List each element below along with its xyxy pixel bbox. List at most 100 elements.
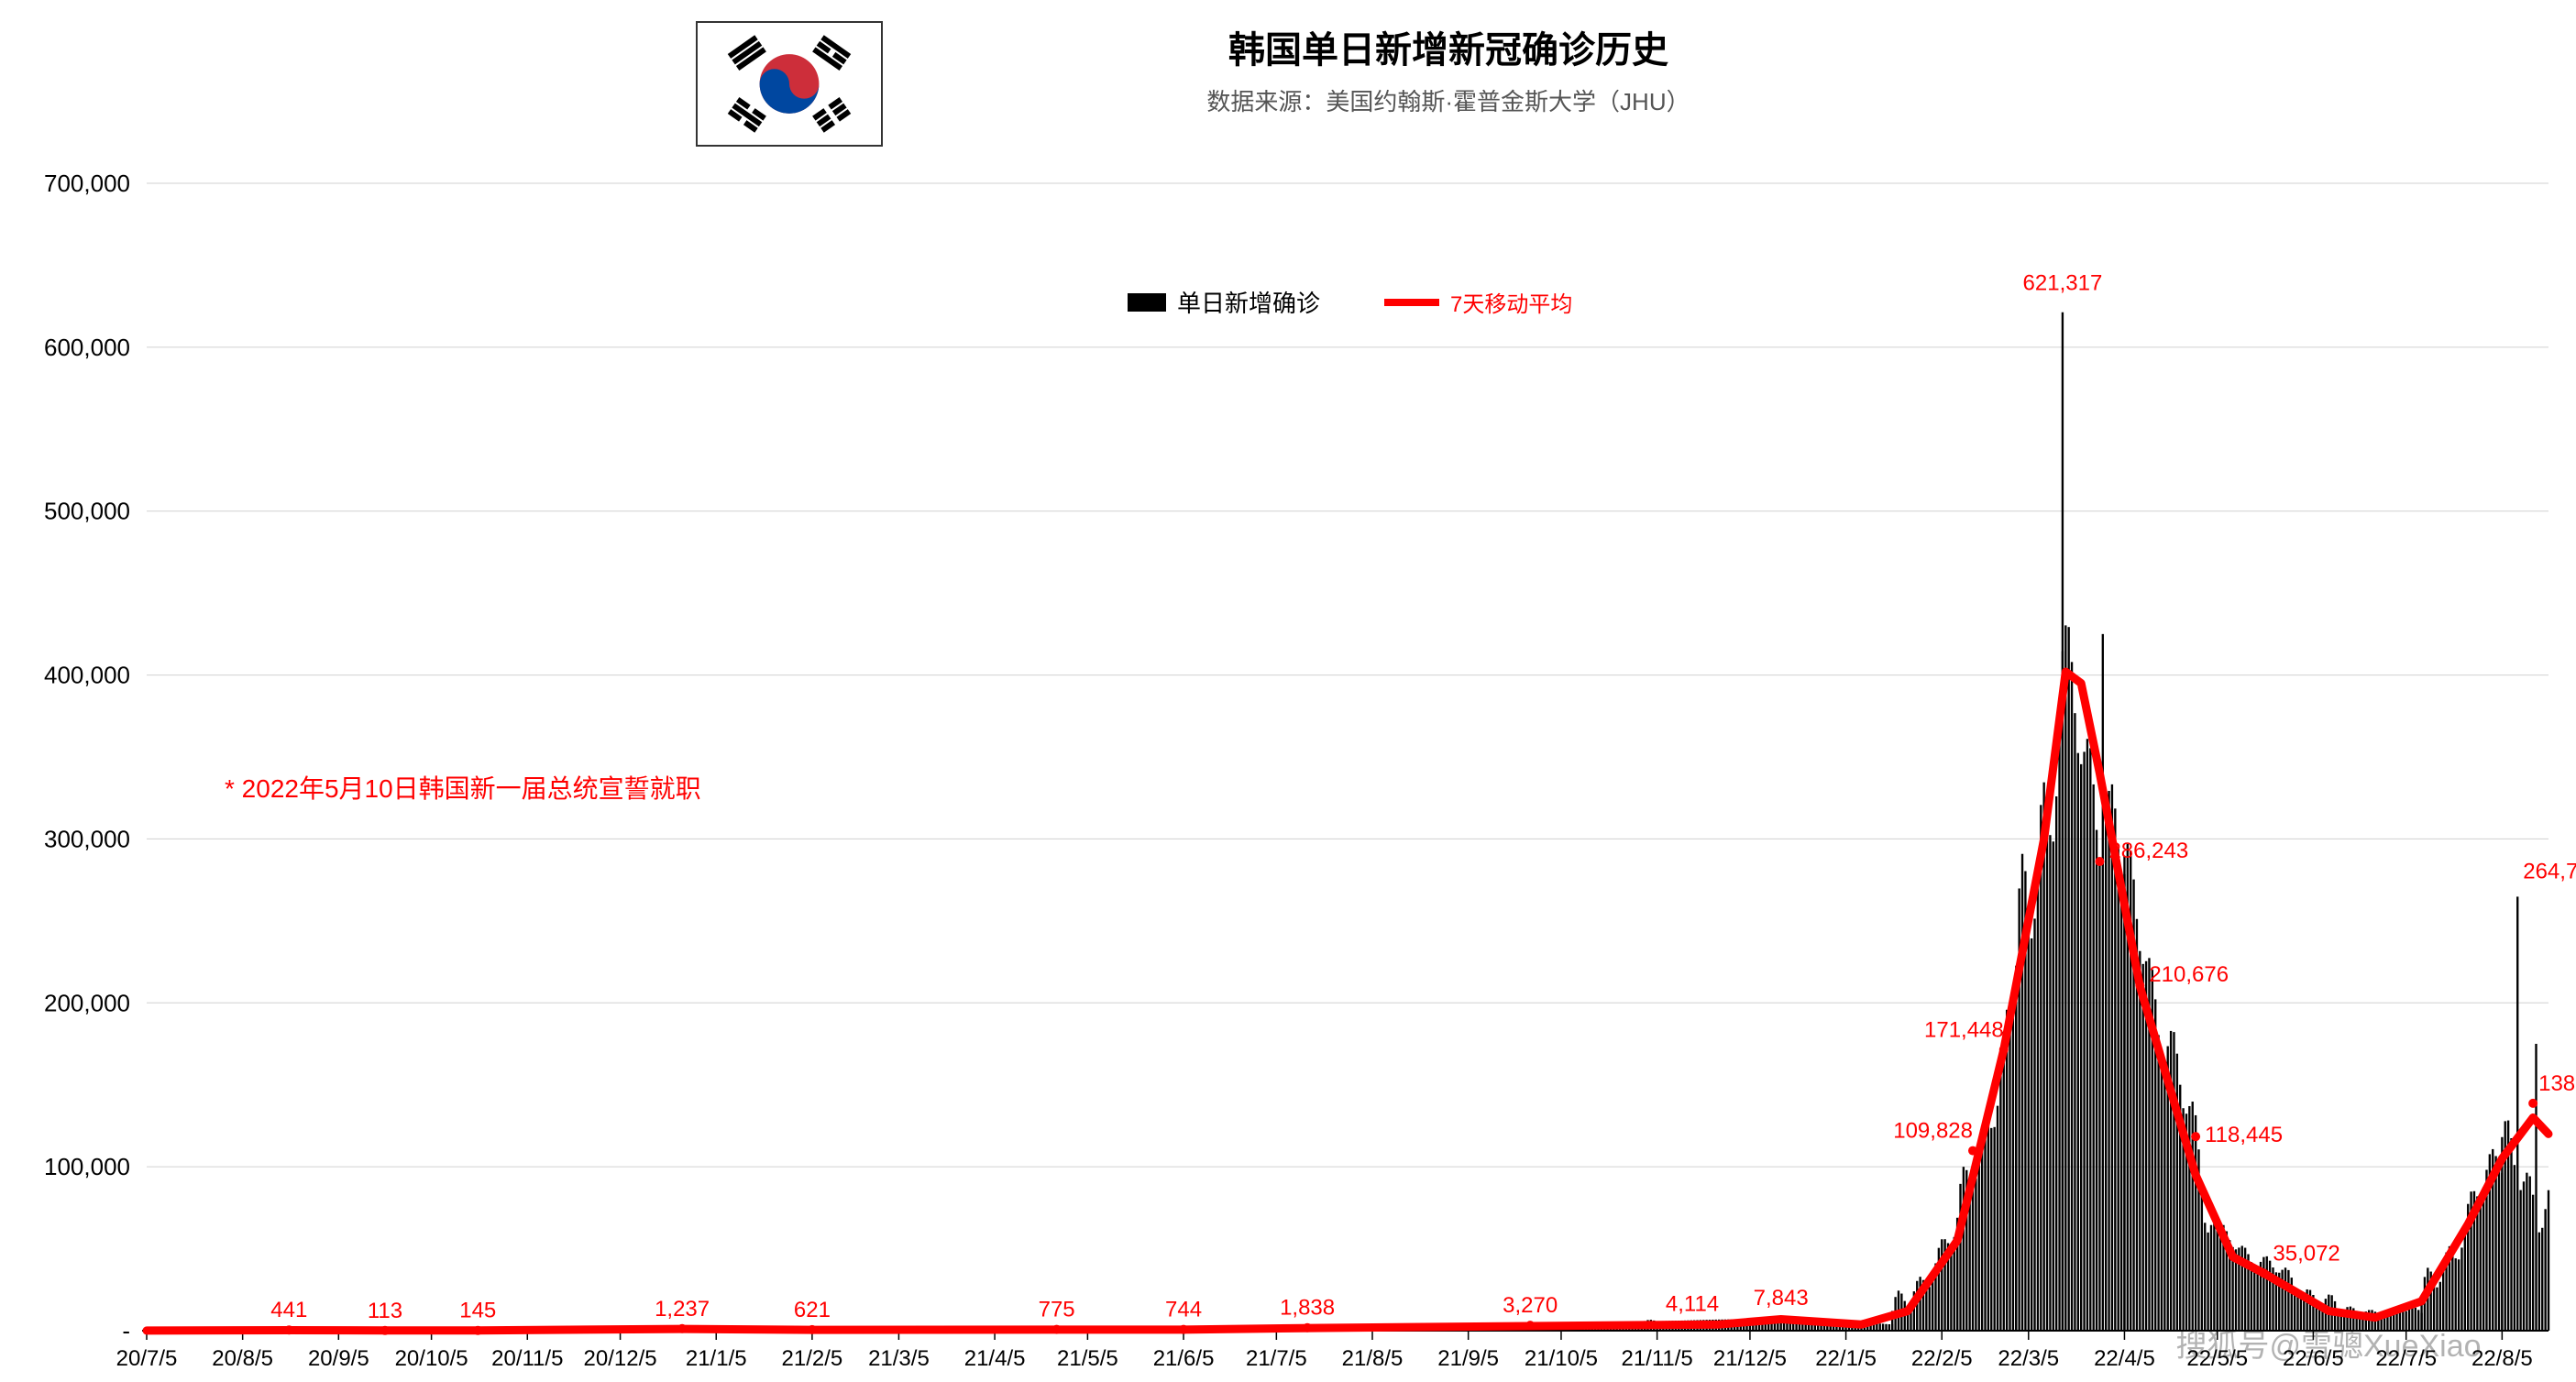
y-zero-label: - — [122, 1317, 130, 1344]
bar — [2300, 1295, 2302, 1331]
bar — [2064, 625, 2066, 1331]
bar — [1932, 1278, 1933, 1331]
annotation-marker — [380, 1326, 390, 1335]
bar — [2519, 1190, 2521, 1331]
bar — [2455, 1258, 2457, 1331]
bar — [2074, 713, 2075, 1331]
annotation-label: 4,114 — [1666, 1292, 1719, 1317]
bar — [1975, 1179, 1976, 1331]
bar — [2544, 1209, 2546, 1331]
bar — [2012, 1012, 2014, 1331]
x-tick-label: 21/10/5 — [1525, 1346, 1598, 1371]
bar — [2405, 1311, 2407, 1331]
bar — [2266, 1256, 2268, 1331]
covid-chart: 100,000200,000300,000400,000500,000600,0… — [0, 0, 2576, 1382]
bar — [2253, 1267, 2255, 1331]
bar — [2523, 1181, 2525, 1331]
bar — [2058, 711, 2060, 1331]
bar — [1941, 1239, 1943, 1331]
annotation-label: 264,780 — [2523, 859, 2576, 883]
bar — [2529, 1177, 2531, 1331]
bars — [146, 313, 2549, 1331]
bar — [1997, 1106, 1998, 1331]
bar — [1984, 1114, 1986, 1331]
bar — [2118, 847, 2119, 1331]
bar — [2514, 1165, 2515, 1331]
bar — [2204, 1223, 2206, 1331]
bar — [2201, 1191, 2203, 1331]
annotation-marker — [808, 1325, 817, 1334]
bar — [1929, 1287, 1931, 1331]
bar — [2535, 1044, 2537, 1331]
bar — [2003, 1032, 2005, 1331]
annotation-label: 775 — [1039, 1298, 1075, 1322]
bar — [2480, 1197, 2482, 1331]
annotation-label: 744 — [1165, 1298, 1202, 1322]
annotation-label: 118,445 — [2205, 1123, 2283, 1147]
bar — [1879, 1323, 1881, 1331]
bar — [2482, 1187, 2484, 1331]
bar — [1999, 1069, 2001, 1331]
bar — [2269, 1261, 2271, 1331]
bar — [2415, 1308, 2416, 1331]
bar — [2105, 822, 2107, 1331]
x-tick-label: 21/12/5 — [1713, 1346, 1787, 1371]
bar — [1978, 1153, 1980, 1331]
annotation-marker — [2528, 1099, 2537, 1108]
x-tick-label: 22/3/5 — [1998, 1346, 2059, 1371]
bar — [2541, 1228, 2543, 1331]
y-tick-label: 500,000 — [44, 498, 130, 525]
legend-bar-swatch — [1128, 293, 1166, 312]
bar — [1876, 1323, 1877, 1331]
chart-subtitle: 数据来源：美国约翰斯·霍普金斯大学（JHU） — [1206, 88, 1690, 115]
bar — [2460, 1247, 2462, 1331]
watermark: 搜狐号@雪骢XueXiao — [2175, 1329, 2481, 1364]
bar — [2062, 651, 2064, 1331]
bar — [2494, 1156, 2496, 1331]
x-tick-label: 22/1/5 — [1815, 1346, 1877, 1371]
annotation-label: 286,243 — [2108, 839, 2188, 863]
bar — [1888, 1324, 1890, 1331]
bar — [2262, 1257, 2264, 1331]
bar — [2071, 662, 2073, 1331]
annotation-label: 3,270 — [1503, 1293, 1558, 1318]
y-tick-label: 600,000 — [44, 334, 130, 361]
bar — [2031, 938, 2032, 1331]
bar — [2538, 1233, 2540, 1331]
bar — [2510, 1138, 2512, 1331]
x-tick-label: 21/4/5 — [964, 1346, 1026, 1371]
annotation-label: 441 — [270, 1298, 307, 1322]
chart-title: 韩国单日新增新冠确诊历史 — [1228, 30, 1668, 71]
bar — [2083, 751, 2085, 1331]
bar — [2498, 1168, 2500, 1331]
bar — [2210, 1225, 2212, 1331]
annotation-marker — [2135, 981, 2144, 990]
bar — [2021, 854, 2023, 1331]
bar — [2086, 739, 2088, 1331]
annotation-label: 171,448 — [1924, 1017, 2004, 1042]
bar — [2089, 748, 2091, 1331]
bar — [2464, 1226, 2466, 1331]
bar — [2526, 1173, 2527, 1331]
x-tick-label: 20/9/5 — [308, 1346, 369, 1371]
bar — [2402, 1311, 2404, 1331]
bar — [2207, 1233, 2208, 1331]
bar — [2516, 896, 2518, 1331]
bar — [2111, 784, 2113, 1331]
bar — [2163, 1061, 2165, 1331]
bar — [2139, 951, 2141, 1331]
bar — [2037, 862, 2039, 1331]
inauguration-note: * 2022年5月10日韩国新一届总统宣誓就职 — [225, 774, 701, 803]
bar — [2077, 753, 2079, 1331]
bar — [2548, 1190, 2549, 1331]
annotation-marker — [1303, 1323, 1312, 1333]
annotation-marker — [1999, 1045, 2009, 1054]
x-tick-label: 20/10/5 — [395, 1346, 468, 1371]
x-tick-label: 20/11/5 — [491, 1346, 563, 1371]
annotation-label: 210,676 — [2149, 962, 2229, 987]
bar — [1990, 1128, 1992, 1331]
annotation-label: 35,072 — [2273, 1241, 2339, 1266]
bar — [2033, 918, 2035, 1331]
bar — [2157, 1035, 2159, 1331]
bar — [2161, 1059, 2163, 1331]
